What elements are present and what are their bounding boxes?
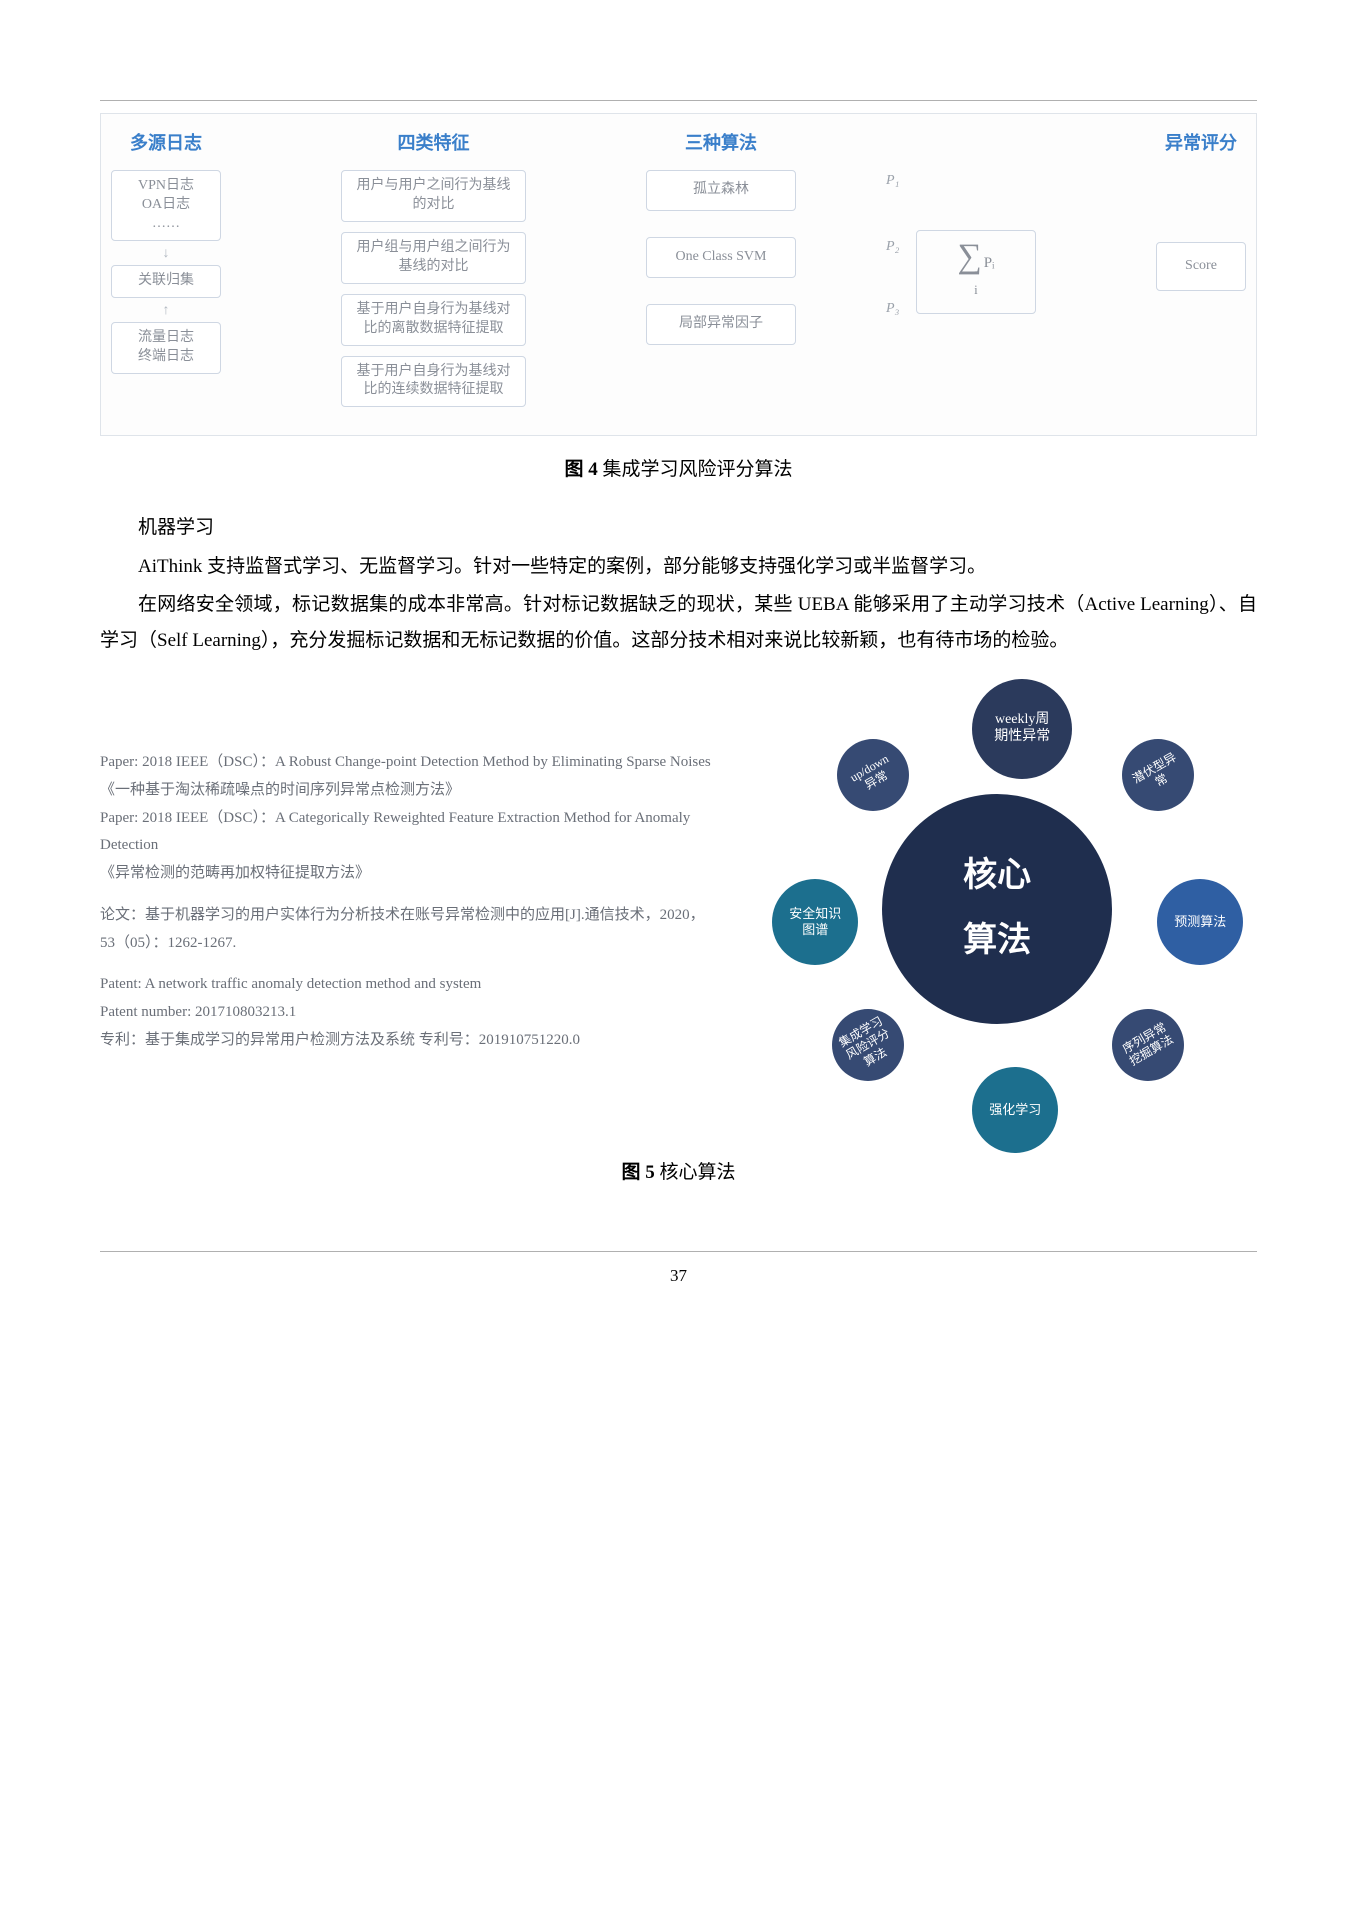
caption-text: 核心算法 [655,1162,736,1183]
radial-node: 预测算法 [1157,879,1243,965]
radial-node-label: 安全知识 图谱 [785,902,845,941]
radial-node: 安全知识 图谱 [772,879,858,965]
col-title: 三种算法 [685,126,757,160]
col-title: 异常评分 [1165,126,1237,160]
radial-node: 潜伏型异 常 [1122,739,1194,811]
p2-label: P₂ [886,234,899,261]
radial-node-label: 集成学习 风险评分 算法 [831,1009,905,1081]
diagram1-col-score: 异常评分 Score [1156,126,1246,417]
box: 孤立森林 [646,170,796,211]
radial-center-label: 核心算法 [963,844,1031,973]
diagram1-col-features: 四类特征 用户与用户之间行为基线的对比 用户组与用户组之间行为基线的对比 基于用… [341,126,526,417]
radial-node-label: 预测算法 [1170,910,1230,934]
radial-node-label: weekly周 期性异常 [990,708,1054,750]
diagram1-col-source: 多源日志 VPN日志OA日志…… ↓ 关联归集 ↑ 流量日志终端日志 [111,126,221,417]
radial-node: 集成学习 风险评分 算法 [832,1009,904,1081]
sigma-sub: i [957,278,994,303]
col-title: 多源日志 [130,126,202,160]
caption-number: 图 5 [621,1162,654,1183]
body-text: 机器学习 AiThink 支持监督式学习、无监督学习。针对一些特定的案例，部分能… [100,510,1257,658]
box: One Class SVM [646,237,796,278]
radial-node-label: 潜伏型异 常 [1125,745,1192,805]
radial-node-label: 强化学习 [985,1098,1045,1122]
box: 关联归集 [111,265,221,298]
p1-label: P₁ [886,168,899,195]
radial-node-label: up/down 异常 [842,746,904,803]
figure-5: Paper: 2018 IEEE（DSC）：A Robust Change-po… [100,679,1257,1139]
figure-5-references: Paper: 2018 IEEE（DSC）：A Robust Change-po… [100,749,713,1069]
col-title: 四类特征 [398,126,470,160]
page-number: 37 [100,1251,1257,1292]
box: VPN日志OA日志…… [111,170,221,241]
diagram1-col-sigma: P₁ P₂ P₃ ∑Pᵢ i [916,126,1036,417]
radial-node: 强化学习 [972,1067,1058,1153]
box: 局部异常因子 [646,304,796,345]
ref-block: 论文：基于机器学习的用户实体行为分析技术在账号异常检测中的应用[J].通信技术，… [100,902,713,958]
paragraph: 在网络安全领域，标记数据集的成本非常高。针对标记数据缺乏的现状，某些 UEBA … [100,587,1257,659]
box: 基于用户自身行为基线对比的离散数据特征提取 [341,294,526,346]
figure-5-caption: 图 5 核心算法 [100,1155,1257,1191]
arrow-down-icon: ↓ [163,247,170,261]
subheading: 机器学习 [100,510,1257,546]
box: 流量日志终端日志 [111,322,221,374]
arrow-up-icon: ↑ [163,304,170,318]
radial-node: 序列异常 挖掘算法 [1112,1009,1184,1081]
paragraph: AiThink 支持监督式学习、无监督学习。针对一些特定的案例，部分能够支持强化… [100,549,1257,585]
figure-4-caption: 图 4 集成学习风险评分算法 [100,452,1257,488]
figure-5-radial-diagram: 核心算法 weekly周 期性异常潜伏型异 常预测算法序列异常 挖掘算法强化学习… [737,679,1257,1139]
score-box: Score [1156,242,1246,291]
sigma-symbol: ∑ [957,238,981,275]
diagram1-col-algorithms: 三种算法 孤立森林 One Class SVM 局部异常因子 [646,126,796,417]
sigma-box: ∑Pᵢ i [916,230,1036,314]
box: 用户组与用户组之间行为基线的对比 [341,232,526,284]
page-content: 多源日志 VPN日志OA日志…… ↓ 关联归集 ↑ 流量日志终端日志 四类特征 … [100,100,1257,1292]
box: 用户与用户之间行为基线的对比 [341,170,526,222]
caption-number: 图 4 [564,459,597,480]
sigma-sup: Pᵢ [984,255,995,271]
radial-node: weekly周 期性异常 [972,679,1072,779]
radial-node-label: 序列异常 挖掘算法 [1115,1015,1182,1075]
radial-center: 核心算法 [882,794,1112,1024]
box: 基于用户自身行为基线对比的连续数据特征提取 [341,356,526,408]
ref-block: Paper: 2018 IEEE（DSC）：A Robust Change-po… [100,749,713,888]
figure-4-diagram: 多源日志 VPN日志OA日志…… ↓ 关联归集 ↑ 流量日志终端日志 四类特征 … [100,113,1257,436]
ref-block: Patent: A network traffic anomaly detect… [100,971,713,1054]
p3-label: P₃ [886,296,899,323]
radial-node: up/down 异常 [837,739,909,811]
caption-text: 集成学习风险评分算法 [598,459,793,480]
